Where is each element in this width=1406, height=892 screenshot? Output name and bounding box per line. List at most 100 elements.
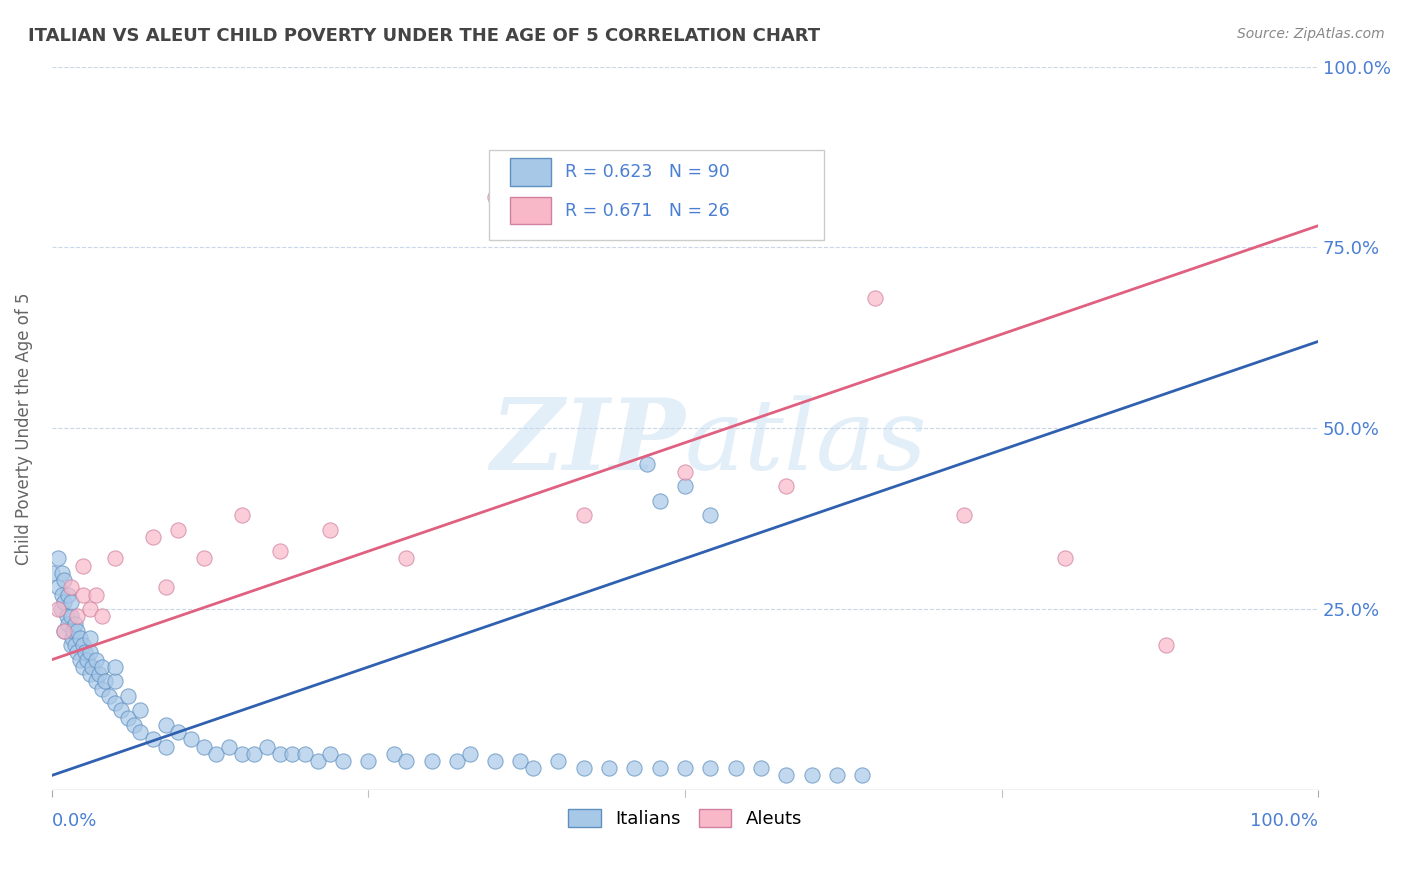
Point — [129, 725, 152, 739]
Point — [66, 624, 89, 638]
Point — [104, 660, 127, 674]
Point — [142, 530, 165, 544]
Point — [724, 761, 747, 775]
Point — [91, 660, 114, 674]
Point — [269, 544, 291, 558]
Text: ZIP: ZIP — [489, 394, 685, 491]
Point — [84, 588, 107, 602]
Point — [598, 761, 620, 775]
FancyBboxPatch shape — [510, 197, 551, 224]
Point — [122, 718, 145, 732]
Point — [82, 660, 104, 674]
Point — [294, 747, 316, 761]
Point — [395, 551, 418, 566]
Point — [458, 747, 481, 761]
Point — [58, 616, 80, 631]
Point — [91, 681, 114, 696]
Point — [307, 754, 329, 768]
Point — [193, 551, 215, 566]
Point — [623, 761, 645, 775]
Point — [69, 631, 91, 645]
Point — [1154, 638, 1177, 652]
Point — [91, 609, 114, 624]
Text: ITALIAN VS ALEUT CHILD POVERTY UNDER THE AGE OF 5 CORRELATION CHART: ITALIAN VS ALEUT CHILD POVERTY UNDER THE… — [28, 27, 820, 45]
Point — [53, 573, 76, 587]
Point — [522, 761, 544, 775]
Point — [256, 739, 278, 754]
Point — [167, 725, 190, 739]
Point — [87, 667, 110, 681]
Point — [117, 710, 139, 724]
Point — [63, 616, 86, 631]
Point — [775, 479, 797, 493]
Point — [59, 609, 82, 624]
Point — [281, 747, 304, 761]
Point — [51, 566, 73, 580]
Text: R = 0.671   N = 26: R = 0.671 N = 26 — [565, 202, 730, 219]
Point — [59, 638, 82, 652]
Point — [357, 754, 380, 768]
Point — [69, 653, 91, 667]
Point — [110, 703, 132, 717]
Point — [49, 602, 72, 616]
Point — [53, 624, 76, 638]
Point — [319, 747, 342, 761]
Point — [155, 739, 177, 754]
Point — [572, 761, 595, 775]
Point — [509, 754, 531, 768]
Point — [395, 754, 418, 768]
Point — [63, 638, 86, 652]
Point — [104, 696, 127, 710]
Point — [60, 631, 83, 645]
Point — [673, 761, 696, 775]
Point — [155, 718, 177, 732]
Text: Source: ZipAtlas.com: Source: ZipAtlas.com — [1237, 27, 1385, 41]
Point — [484, 190, 506, 204]
Point — [231, 747, 253, 761]
Point — [155, 581, 177, 595]
Point — [749, 761, 772, 775]
Point — [72, 660, 94, 674]
Point — [62, 624, 84, 638]
Point — [94, 674, 117, 689]
Point — [97, 689, 120, 703]
Point — [218, 739, 240, 754]
Point — [59, 581, 82, 595]
Point — [66, 609, 89, 624]
FancyBboxPatch shape — [510, 159, 551, 186]
Point — [73, 645, 96, 659]
Point — [66, 645, 89, 659]
Point — [46, 581, 69, 595]
Point — [59, 595, 82, 609]
Point — [382, 747, 405, 761]
Point — [231, 508, 253, 522]
Point — [72, 638, 94, 652]
Text: atlas: atlas — [685, 395, 928, 491]
Point — [58, 588, 80, 602]
Point — [1053, 551, 1076, 566]
Point — [699, 508, 721, 522]
Text: 100.0%: 100.0% — [1250, 812, 1319, 830]
Point — [205, 747, 228, 761]
Point — [863, 291, 886, 305]
Point — [117, 689, 139, 703]
Point — [142, 732, 165, 747]
Point — [56, 609, 79, 624]
Text: R = 0.623   N = 90: R = 0.623 N = 90 — [565, 163, 730, 181]
Point — [104, 551, 127, 566]
Point — [51, 588, 73, 602]
Point — [825, 768, 848, 782]
Point — [72, 558, 94, 573]
Point — [547, 754, 569, 768]
Point — [84, 653, 107, 667]
Point — [243, 747, 266, 761]
Point — [673, 479, 696, 493]
Point — [648, 493, 671, 508]
Point — [46, 551, 69, 566]
Point — [79, 645, 101, 659]
Point — [104, 674, 127, 689]
Point — [446, 754, 468, 768]
Point — [41, 566, 63, 580]
Y-axis label: Child Poverty Under the Age of 5: Child Poverty Under the Age of 5 — [15, 292, 32, 565]
Legend: Italians, Aleuts: Italians, Aleuts — [561, 801, 808, 835]
